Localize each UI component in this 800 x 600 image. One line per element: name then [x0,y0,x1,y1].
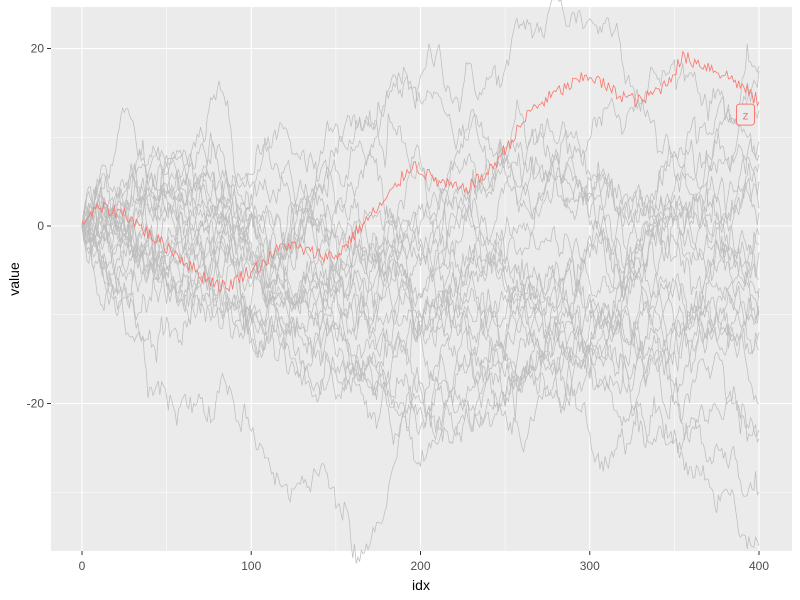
background-series-group [81,0,760,564]
major-gridlines [51,7,792,551]
background-series-line [81,152,760,549]
x-axis-title: idx [412,577,430,593]
background-series-line [81,154,760,341]
panel-background [51,7,792,551]
background-series-line [81,88,760,320]
background-series-line [81,153,760,564]
label-text: z [742,109,748,123]
background-series-line [81,162,760,348]
highlight-series-z [81,50,760,293]
background-series-line [81,219,760,367]
background-series-line [81,186,760,497]
label-box [735,103,755,126]
x-tick-label: 100 [241,559,261,573]
series-label-z: z [735,103,755,126]
background-series-line [81,0,760,295]
background-series-line [81,80,760,392]
x-axis: 0 100 200 300 400 [79,551,769,573]
y-tick-label: -20 [27,397,45,411]
background-series-line [81,206,760,359]
x-tick-label: 400 [749,559,769,573]
y-tick-label: 0 [37,219,44,233]
background-series-line [81,205,760,445]
background-series-line [81,144,760,387]
y-axis: -20 0 20 [27,42,51,411]
background-series-line [81,106,760,444]
background-series-line [81,210,760,468]
x-tick-label: 0 [79,559,86,573]
y-axis-title: value [6,262,22,296]
background-series-line [81,110,760,359]
background-series-line [81,150,760,291]
y-tick-label: 20 [31,42,45,56]
x-tick-label: 300 [580,559,600,573]
background-series-line [81,74,760,242]
background-series-line [81,218,760,395]
highlight-series-line [81,50,760,293]
x-tick-label: 200 [410,559,430,573]
background-series-line [81,224,760,432]
